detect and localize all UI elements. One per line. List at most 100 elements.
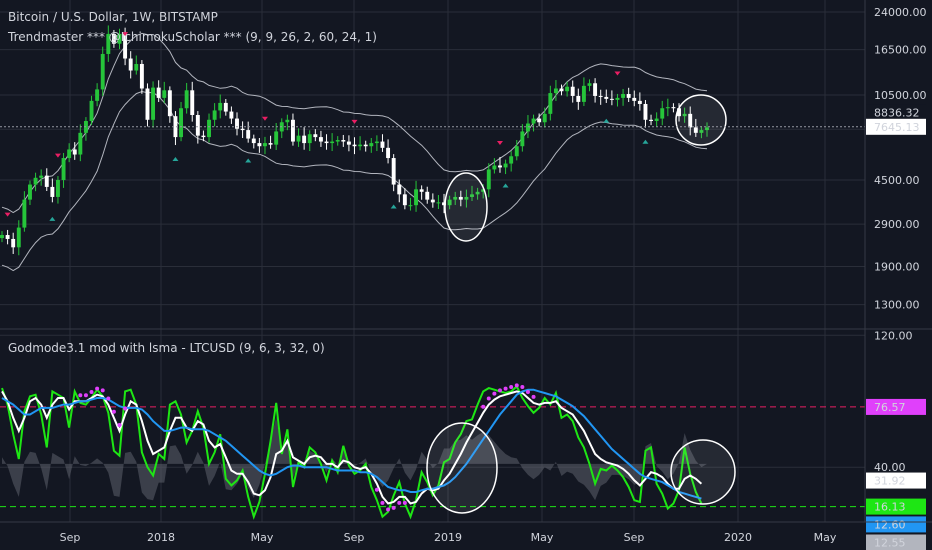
candle-body xyxy=(688,113,693,128)
signal-dot xyxy=(402,500,407,505)
candle-body xyxy=(677,108,681,117)
time-tick-label: 2019 xyxy=(434,531,462,544)
candle-body xyxy=(699,130,704,133)
candle-body xyxy=(581,85,586,102)
candle-body xyxy=(509,156,514,164)
main-indicator-label[interactable]: Trendmaster *** @IchimokuScholar *** (9,… xyxy=(7,30,377,44)
candle-body xyxy=(604,96,609,99)
price-tick-label: 24000.00 xyxy=(874,6,927,19)
candle-body xyxy=(330,141,335,144)
price-tick-label: 2900.00 xyxy=(874,218,920,231)
candle-body xyxy=(240,128,245,131)
signal-dot xyxy=(83,393,88,398)
sell-marker xyxy=(614,71,621,76)
candle-body xyxy=(5,235,10,239)
osc-value-label: 31.92 xyxy=(874,475,906,488)
candle-body xyxy=(665,107,670,109)
sell-marker xyxy=(122,32,129,37)
candle-body xyxy=(11,238,16,248)
signal-dot xyxy=(492,391,497,396)
highlight-circle xyxy=(670,439,736,505)
candle-body xyxy=(257,143,262,147)
candle-body xyxy=(682,113,687,117)
oscillator-title[interactable]: Godmode3.1 mod with lsma - LTCUSD (9, 6,… xyxy=(8,341,325,355)
main-title[interactable]: Bitcoin / U.S. Dollar, 1W, BITSTAMP xyxy=(8,10,218,24)
candle-body xyxy=(425,191,430,200)
candle-body xyxy=(442,202,446,206)
candle-body xyxy=(28,184,32,200)
candle-body xyxy=(649,119,654,122)
candle-body xyxy=(397,184,402,195)
trend-bands xyxy=(1,32,708,272)
highlight-circles xyxy=(426,94,736,514)
time-tick-label: 2020 xyxy=(724,531,752,544)
candle-body xyxy=(621,94,626,98)
candle-body xyxy=(548,93,553,114)
candle-body xyxy=(67,149,72,159)
buy-marker xyxy=(642,139,649,144)
signal-line xyxy=(1,390,703,505)
candle-body xyxy=(235,118,239,129)
candle-body xyxy=(195,115,200,136)
sell-marker xyxy=(351,119,358,124)
candle-body xyxy=(531,118,536,124)
candle-body xyxy=(16,227,21,248)
candle-body xyxy=(369,143,374,147)
candle-body xyxy=(481,189,486,192)
candle-body xyxy=(559,88,564,92)
signal-dot xyxy=(509,385,514,390)
candle-body xyxy=(173,116,178,138)
candle-body xyxy=(246,130,251,139)
osc-value-label: 16.13 xyxy=(874,501,906,514)
signal-dot xyxy=(117,422,122,427)
signal-dot xyxy=(106,396,111,401)
signal-dot xyxy=(391,505,396,510)
candle-body xyxy=(464,196,469,200)
buy-marker xyxy=(49,216,56,221)
candle-body xyxy=(470,194,474,197)
candle-body xyxy=(302,135,307,144)
signal-dot xyxy=(525,389,530,394)
candle-body xyxy=(55,179,60,197)
candle-body xyxy=(167,90,172,117)
candle-body xyxy=(22,199,27,228)
candle-body xyxy=(654,118,659,122)
candle-body xyxy=(268,143,273,145)
candle-body xyxy=(637,100,642,104)
lower-band xyxy=(1,90,708,272)
candle-body xyxy=(520,131,525,147)
oscillator-pane xyxy=(0,383,865,520)
candle-body xyxy=(391,158,396,185)
osc-value-label-bg xyxy=(866,398,926,415)
candle-body xyxy=(44,175,49,187)
candle-body xyxy=(660,108,665,119)
signal-dot xyxy=(95,386,100,391)
candle-body xyxy=(503,163,508,168)
price-tick-label: 10500.00 xyxy=(874,89,927,102)
candle-body xyxy=(179,108,184,138)
signal-dot xyxy=(497,388,502,393)
candle-body xyxy=(632,97,637,101)
signal-dot xyxy=(374,487,379,492)
candle-body xyxy=(89,100,94,122)
candle-body xyxy=(408,205,413,207)
candle-body xyxy=(380,141,385,148)
osc-tick-label: 40.00 xyxy=(874,461,906,474)
candle-body xyxy=(190,90,195,116)
candle-body xyxy=(537,118,542,123)
candle-body xyxy=(184,90,189,109)
candlesticks[interactable] xyxy=(0,25,709,256)
candle-body xyxy=(212,110,217,120)
candle-body xyxy=(162,90,167,98)
signal-dot xyxy=(486,396,491,401)
candle-body xyxy=(263,143,267,147)
time-tick-label: Sep xyxy=(60,531,81,544)
grid-lines xyxy=(0,0,865,522)
buy-marker xyxy=(502,183,509,188)
price-label: 7645.13 xyxy=(874,121,920,134)
candle-body xyxy=(296,135,301,142)
price-tick-label: 1900.00 xyxy=(874,260,920,273)
buy-marker xyxy=(603,118,610,123)
signal-dot xyxy=(531,394,536,399)
time-tick-label: 2018 xyxy=(147,531,175,544)
